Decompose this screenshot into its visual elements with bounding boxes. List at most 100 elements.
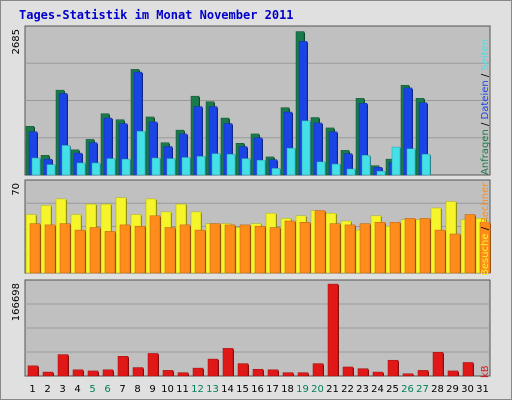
x-tick-label-25: 25	[386, 384, 399, 395]
bar-seiten-day-14	[226, 153, 236, 176]
bar-rechner-day-20	[314, 210, 326, 274]
bar-kb-day-4	[72, 369, 84, 377]
bar-seiten-day-12	[196, 156, 206, 176]
x-tick-label-5: 5	[89, 384, 95, 395]
legend-label-kb: kB	[480, 365, 491, 378]
chart-title: Tages-Statistik im Monat November 2011	[19, 8, 294, 22]
bar-rechner-day-22	[344, 224, 356, 274]
bar-rechner-day-17	[269, 227, 281, 274]
bar-rechner-day-24	[374, 222, 386, 274]
bar-rechner-day-13	[209, 223, 221, 274]
bar-seiten-day-20	[316, 161, 326, 176]
bar-kb-day-6	[102, 369, 114, 377]
x-tick-label-30: 30	[461, 384, 474, 395]
x-tick-label-10: 10	[161, 384, 174, 395]
bar-seiten-day-3	[61, 145, 71, 176]
legend-label-seiten: Seiten	[480, 39, 491, 71]
legend-separator: /	[480, 119, 491, 129]
x-tick-label-28: 28	[431, 384, 444, 395]
bar-rechner-day-12	[194, 229, 206, 274]
x-tick-label-12: 12	[191, 384, 204, 395]
x-tick-label-11: 11	[176, 384, 189, 395]
bar-kb-day-5	[87, 370, 99, 377]
x-tick-label-22: 22	[341, 384, 354, 395]
x-tick-label-19: 19	[296, 384, 309, 395]
bar-kb-day-20	[312, 363, 324, 377]
panel-bottom-ymax-label: 166698	[11, 283, 22, 321]
bar-rechner-day-11	[179, 224, 191, 274]
x-tick-label-7: 7	[119, 384, 125, 395]
x-tick-label-8: 8	[134, 384, 140, 395]
bar-seiten-day-23	[361, 155, 371, 176]
bar-kb-day-11	[177, 372, 189, 377]
x-tick-label-23: 23	[356, 384, 369, 395]
bar-rechner-day-6	[104, 231, 116, 274]
bar-rechner-day-19	[299, 222, 311, 274]
bar-kb-day-13	[207, 358, 219, 377]
bar-rechner-day-10	[164, 227, 176, 274]
x-tick-label-24: 24	[371, 384, 384, 395]
x-tick-label-17: 17	[266, 384, 279, 395]
legend-label-dateien: Dateien	[480, 80, 491, 119]
x-tick-label-1: 1	[29, 384, 35, 395]
bar-kb-day-24	[372, 371, 384, 377]
x-tick-label-2: 2	[44, 384, 50, 395]
bar-kb-day-18	[282, 372, 294, 377]
bar-seiten-day-7	[121, 158, 131, 176]
bar-kb-day-23	[357, 368, 369, 377]
bar-rechner-day-16	[254, 225, 266, 274]
bar-kb-day-27	[417, 370, 429, 377]
legend-label-rechner: Rechner	[480, 182, 491, 224]
bar-rechner-day-8	[134, 225, 146, 274]
bar-seiten-day-25	[391, 146, 401, 176]
x-tick-label-20: 20	[311, 384, 324, 395]
bar-rechner-day-9	[149, 215, 161, 274]
bar-seiten-day-22	[346, 168, 356, 176]
bar-rechner-day-2	[44, 224, 56, 274]
bar-kb-day-29	[447, 370, 459, 377]
bar-seiten-day-26	[406, 148, 416, 176]
bar-seiten-day-10	[166, 158, 176, 176]
bar-kb-day-3	[57, 354, 69, 377]
bar-kb-day-12	[192, 367, 204, 377]
x-tick-label-6: 6	[104, 384, 110, 395]
bar-seiten-day-9	[151, 157, 161, 176]
bar-kb-day-17	[267, 369, 279, 377]
bar-kb-day-15	[237, 363, 249, 377]
panel-top-ymax-label: 2685	[11, 29, 22, 54]
bar-rechner-day-25	[389, 222, 401, 274]
bar-rechner-day-7	[119, 224, 131, 274]
bar-seiten-day-27	[421, 153, 431, 176]
legend-separator: /	[480, 71, 491, 81]
x-tick-label-16: 16	[251, 384, 264, 395]
x-tick-label-21: 21	[326, 384, 339, 395]
bar-kb-day-16	[252, 368, 264, 377]
bar-kb-day-7	[117, 356, 129, 377]
bar-kb-day-9	[147, 353, 159, 377]
legend-separator: /	[480, 224, 491, 234]
bar-rechner-day-26	[404, 218, 416, 274]
x-tick-label-14: 14	[221, 384, 234, 395]
bar-kb-day-10	[162, 370, 174, 377]
bar-seiten-day-8	[136, 130, 146, 176]
bar-rechner-day-18	[284, 220, 296, 274]
bar-rechner-day-14	[224, 224, 236, 274]
bar-rechner-day-28	[434, 229, 446, 274]
bar-seiten-day-19	[301, 120, 311, 176]
x-tick-label-15: 15	[236, 384, 249, 395]
bar-seiten-day-11	[181, 157, 191, 176]
right-legend-group-3: kB	[480, 365, 491, 378]
bar-rechner-day-5	[89, 227, 101, 274]
bar-kb-day-22	[342, 366, 354, 377]
panel-middle-ymax-label: 70	[11, 183, 22, 196]
x-tick-label-29: 29	[446, 384, 459, 395]
bar-seiten-day-17	[271, 168, 281, 176]
bar-seiten-day-2	[46, 164, 56, 176]
bar-rechner-day-3	[59, 223, 71, 274]
legend-label-anfragen: Anfragen	[480, 129, 491, 175]
x-tick-label-26: 26	[401, 384, 414, 395]
x-tick-label-31: 31	[476, 384, 489, 395]
bar-rechner-day-1	[29, 223, 41, 274]
x-tick-label-27: 27	[416, 384, 429, 395]
